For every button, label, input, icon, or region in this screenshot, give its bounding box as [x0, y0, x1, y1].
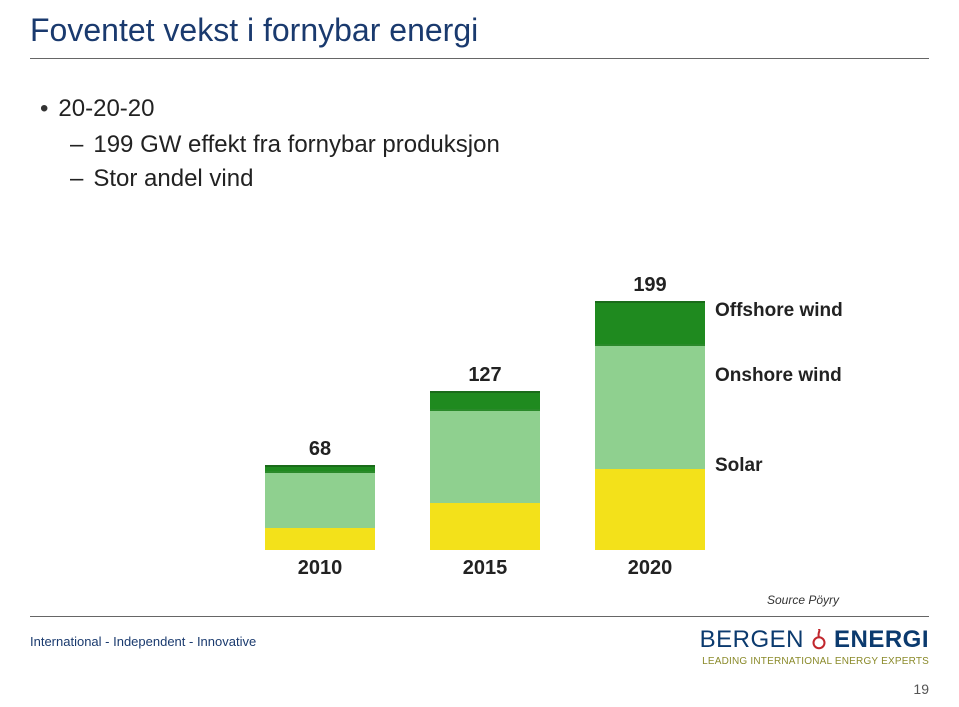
logo-word-left: BERGEN	[700, 626, 804, 654]
bullet-level1: 20-20-20	[40, 95, 500, 123]
footer-text: International - Independent - Innovative	[30, 634, 256, 649]
bar-segment-offshore	[430, 391, 540, 409]
page-number: 19	[913, 681, 929, 697]
bullet-list: 20-20-20 199 GW effekt fra fornybar prod…	[40, 95, 500, 199]
bar-segment-solar	[430, 503, 540, 551]
legend-onshore: Onshore wind	[715, 365, 842, 387]
bar-xlabel: 2010	[265, 557, 375, 580]
bar-segment-solar	[265, 528, 375, 551]
bullet-level2: 199 GW effekt fra fornybar produksjon	[70, 131, 500, 159]
title-divider	[30, 58, 929, 59]
logo-subtitle: LEADING INTERNATIONAL ENERGY EXPERTS	[700, 656, 929, 667]
bar-total-label: 199	[595, 274, 705, 297]
bar-segment-onshore	[265, 471, 375, 527]
bar-segment-solar	[595, 469, 705, 550]
bar-segment-onshore	[595, 344, 705, 469]
bar-xlabel: 2020	[595, 557, 705, 580]
bullet-text: 20-20-20	[58, 95, 154, 122]
source-attribution: Source Pöyry	[767, 593, 839, 607]
bar-2010: 68	[265, 465, 375, 550]
legend-solar: Solar	[715, 455, 763, 477]
logo-main: BERGEN ENERGI	[700, 626, 929, 654]
legend-offshore: Offshore wind	[715, 300, 843, 322]
page-title: Foventet vekst i fornybar energi	[30, 12, 478, 49]
brand-logo: BERGEN ENERGI LEADING INTERNATIONAL ENER…	[700, 626, 929, 667]
bullet-text: 199 GW effekt fra fornybar produksjon	[93, 131, 499, 158]
slide: Foventet vekst i fornybar energi 20-20-2…	[0, 0, 959, 707]
growth-chart: 68201012720151992020SolarOnshore windOff…	[265, 270, 745, 580]
logo-word-right: ENERGI	[834, 626, 929, 654]
bar-segment-offshore	[595, 301, 705, 344]
bar-total-label: 68	[265, 438, 375, 461]
bar-total-label: 127	[430, 364, 540, 387]
bullet-text: Stor andel vind	[93, 165, 253, 192]
logo-icon	[808, 629, 830, 651]
bar-segment-onshore	[430, 409, 540, 503]
bar-xlabel: 2015	[430, 557, 540, 580]
footer-divider	[30, 616, 929, 617]
bullet-level2: Stor andel vind	[70, 165, 500, 193]
bar-2015: 127	[430, 391, 540, 550]
bar-2020: 199	[595, 301, 705, 550]
